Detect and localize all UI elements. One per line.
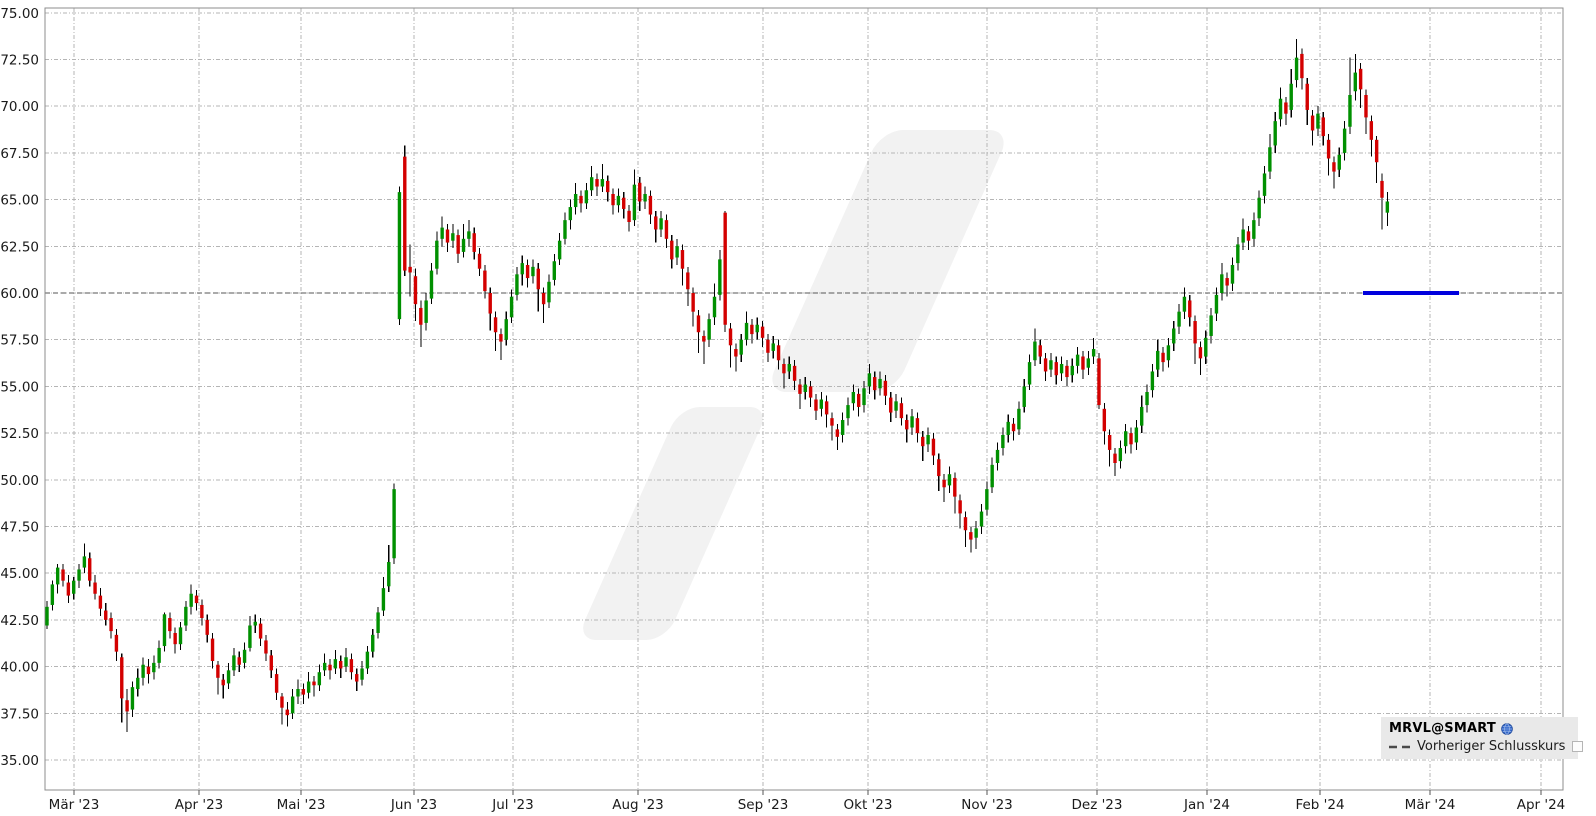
svg-text:55.00: 55.00	[0, 379, 39, 395]
svg-text:Apr '23: Apr '23	[175, 797, 224, 813]
svg-text:65.00: 65.00	[0, 193, 39, 209]
svg-text:Jul '23: Jul '23	[491, 797, 533, 813]
dashed-line-sample-icon	[1389, 744, 1413, 750]
svg-text:57.50: 57.50	[0, 333, 39, 349]
legend-title-row: MRVL@SMART	[1389, 720, 1572, 737]
svg-text:75.00: 75.00	[0, 6, 39, 22]
svg-text:70.00: 70.00	[0, 99, 39, 115]
svg-text:Mai '23: Mai '23	[277, 797, 326, 813]
svg-text:Mär '23: Mär '23	[49, 797, 100, 813]
y-axis-labels: 75.00 72.50 70.00 67.50 65.00 62.50 60.00 57.50…	[0, 6, 39, 769]
legend-series-row: Vorheriger Schlusskurs	[1389, 738, 1584, 755]
svg-text:Mär '24: Mär '24	[1405, 797, 1456, 813]
globe-icon	[1501, 722, 1513, 735]
svg-text:Aug '23: Aug '23	[612, 797, 664, 813]
svg-text:Nov '23: Nov '23	[961, 797, 1013, 813]
svg-text:52.50: 52.50	[0, 426, 39, 442]
svg-text:62.50: 62.50	[0, 239, 39, 255]
svg-text:Sep '23: Sep '23	[738, 797, 789, 813]
svg-text:67.50: 67.50	[0, 146, 39, 162]
svg-text:Apr '24: Apr '24	[1517, 797, 1566, 813]
grid-vertical-lines	[73, 8, 1542, 790]
svg-text:72.50: 72.50	[0, 53, 39, 69]
svg-text:40.00: 40.00	[0, 660, 39, 676]
svg-text:Jan '24: Jan '24	[1183, 797, 1230, 813]
svg-text:60.00: 60.00	[0, 286, 39, 302]
svg-text:50.00: 50.00	[0, 473, 39, 489]
plot-border	[44, 7, 1564, 791]
previous-close-checkbox[interactable]	[1572, 741, 1584, 752]
svg-text:35.00: 35.00	[0, 753, 39, 769]
chart-legend: MRVL@SMART Vorheriger Schlusskurs	[1381, 717, 1584, 759]
svg-text:Feb '24: Feb '24	[1295, 797, 1344, 813]
grid-horizontal-lines	[45, 12, 1563, 761]
svg-text:Okt '23: Okt '23	[844, 797, 893, 813]
svg-text:47.50: 47.50	[0, 520, 39, 536]
svg-text:37.50: 37.50	[0, 706, 39, 722]
svg-text:Jun '23: Jun '23	[390, 797, 437, 813]
previous-close-legend-label: Vorheriger Schlusskurs	[1417, 739, 1566, 754]
svg-text:42.50: 42.50	[0, 613, 39, 629]
svg-text:Dez '23: Dez '23	[1072, 797, 1123, 813]
symbol-title: MRVL@SMART	[1389, 721, 1496, 736]
candles-layer	[45, 38, 1390, 732]
x-axis-labels: Mär '23 Apr '23 Mai '23 Jun '23 Jul '23 Aug '…	[49, 790, 1566, 813]
svg-text:45.00: 45.00	[0, 566, 39, 582]
